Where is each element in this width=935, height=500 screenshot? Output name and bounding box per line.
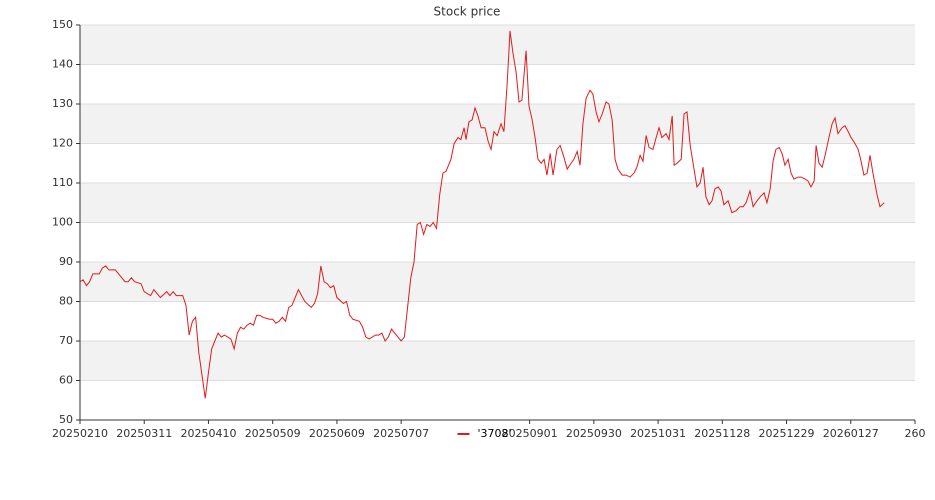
grid-band (80, 262, 915, 302)
grid-band (80, 25, 915, 65)
y-tick-label: 120 (52, 137, 73, 150)
x-tick-label: 20250901 (502, 427, 558, 440)
y-tick-label: 70 (59, 334, 73, 347)
x-tick-label: 20250311 (116, 427, 172, 440)
price-line (79, 30, 885, 399)
y-tick-label: 50 (59, 413, 73, 426)
x-tick-label: 20250410 (180, 427, 236, 440)
legend-label: '3708' (478, 427, 512, 440)
x-tick-label: 20251229 (759, 427, 815, 440)
y-tick-label: 110 (52, 176, 73, 189)
x-tick-label: 20251031 (630, 427, 686, 440)
y-tick-label: 150 (52, 18, 73, 31)
y-tick-label: 100 (52, 216, 73, 229)
x-tick-label: 20250210 (52, 427, 108, 440)
grid-band (80, 183, 915, 223)
grid-band (80, 104, 915, 144)
y-tick-label: 130 (52, 97, 73, 110)
x-tick-label: 20250930 (566, 427, 622, 440)
y-tick-label: 90 (59, 255, 73, 268)
y-tick-label: 60 (59, 374, 73, 387)
chart-title: Stock price (434, 5, 501, 19)
y-tick-label: 140 (52, 58, 73, 71)
x-tick-label: 20251128 (694, 427, 750, 440)
y-tick-label: 80 (59, 295, 73, 308)
x-tick-label: 20250609 (309, 427, 365, 440)
x-tick-label: 20250707 (373, 427, 429, 440)
grid-band (80, 341, 915, 381)
x-tick-label: 260 (905, 427, 926, 440)
x-tick-label: 20250509 (245, 427, 301, 440)
x-tick-label: 20260127 (823, 427, 879, 440)
